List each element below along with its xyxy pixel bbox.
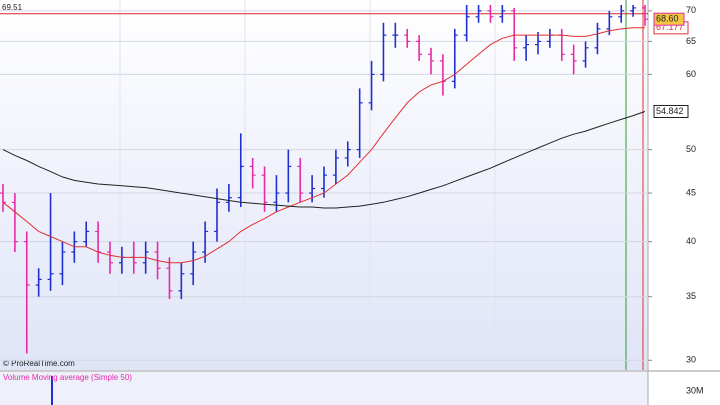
last-value-label: 54.842 [656,106,684,116]
y-tick-label: 70 [686,5,696,15]
moving-average [2,111,646,209]
last-price-label: 68.60 [656,14,679,24]
y-tick-label: 45 [686,187,696,197]
vertical-grid [119,0,496,370]
volume-background [0,372,648,405]
source: © ProRealTime.com [3,359,75,368]
y-tick-label: 30M [686,385,704,395]
last-price-box [653,12,685,26]
y-tick-label: 50 [686,144,696,154]
moving-average [2,27,646,264]
y-tick-label: 60 [686,69,696,79]
y-tick-label: 40 [686,236,696,246]
panel-title: Volume Moving average (Simple 50) [3,373,132,382]
last-value-box [653,104,689,118]
price-line-label: 69.51 [2,3,23,12]
y-tick-label: 65 [686,36,696,46]
y-tick-label: 35 [686,291,696,301]
y-tick-label: 30 [686,355,696,365]
last-value-label: 67.177 [656,22,684,32]
